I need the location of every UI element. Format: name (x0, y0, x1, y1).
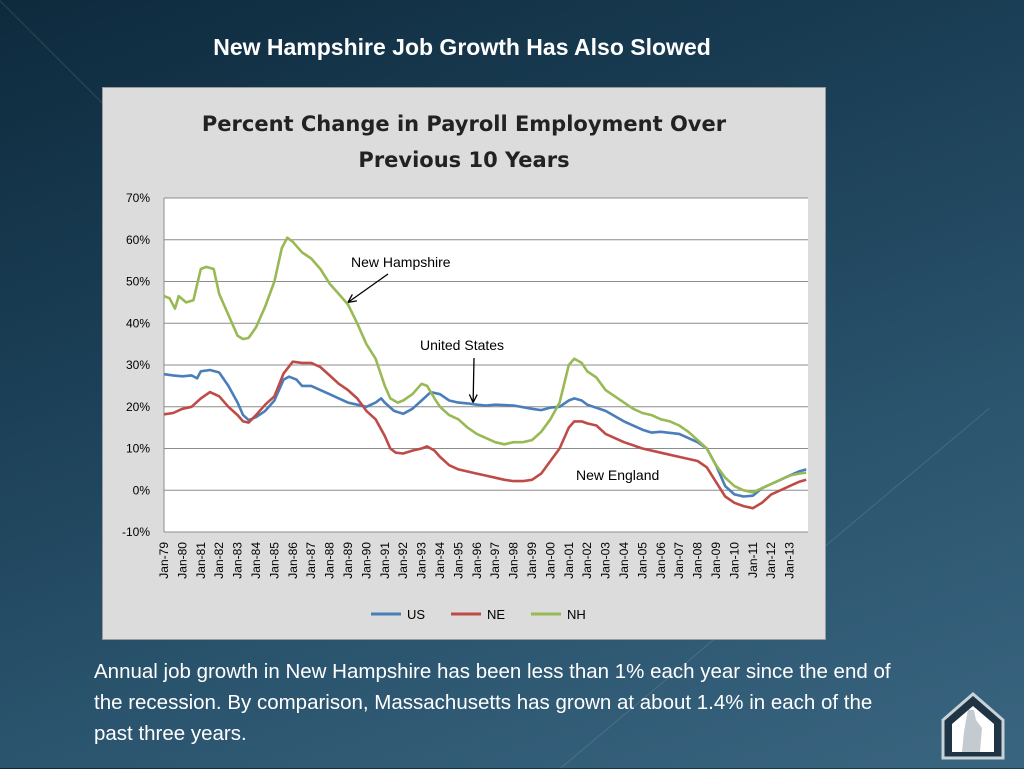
x-tick-label: Jan-95 (451, 542, 465, 579)
annotation-united-states: United States (420, 337, 504, 353)
annotation-new-england: New England (576, 467, 659, 483)
x-tick-label: Jan-01 (562, 542, 576, 579)
slide-caption: Annual job growth in New Hampshire has b… (94, 660, 891, 745)
new-hampshire-house-logo-icon (941, 692, 1005, 760)
slide-title: New Hampshire Job Growth Has Also Slowed (213, 34, 711, 60)
x-tick-label: Jan-86 (286, 542, 300, 579)
annotation-arrow-new-hampshire-head (347, 300, 357, 304)
x-tick-label: Jan-07 (672, 542, 686, 579)
x-tick-label: Jan-10 (727, 542, 741, 579)
x-tick-label: Jan-06 (654, 542, 668, 579)
x-tick-label: Jan-85 (267, 542, 281, 579)
chart-title: Percent Change in Payroll Employment Ove… (103, 106, 825, 178)
legend-label-us: US (407, 607, 425, 622)
series-line-nh (163, 236, 807, 494)
x-tick-label: Jan-99 (525, 542, 539, 579)
x-tick-label: Jan-04 (617, 542, 631, 579)
x-tick-label: Jan-03 (599, 542, 613, 579)
y-tick-label: 20% (126, 400, 150, 414)
x-tick-label: Jan-12 (764, 542, 778, 579)
x-tick-label: Jan-97 (488, 542, 502, 579)
x-tick-label: Jan-00 (543, 542, 557, 579)
x-tick-label: Jan-05 (635, 542, 649, 579)
y-tick-label: 70% (126, 191, 150, 205)
y-tick-label: 50% (126, 275, 150, 289)
x-tick-label: Jan-98 (507, 542, 521, 579)
x-tick-label: Jan-84 (249, 542, 263, 579)
x-tick-label: Jan-79 (157, 542, 171, 579)
x-tick-label: Jan-96 (470, 542, 484, 579)
line-chart: -10% 0% 10% 20% 30% 40% 50% 60% 70% Jan-79 Jan-80 J… (122, 191, 808, 622)
y-tick-label: 40% (126, 316, 150, 330)
x-tick-label: Jan-90 (359, 542, 373, 579)
x-tick-label: Jan-80 (175, 542, 189, 579)
x-tick-label: Jan-81 (194, 542, 208, 579)
x-tick-label: Jan-02 (580, 542, 594, 579)
x-tick-label: Jan-82 (212, 542, 226, 579)
x-tick-label: Jan-83 (231, 542, 245, 579)
annotation-arrow-new-hampshire (347, 273, 389, 303)
annotation-arrow-united-states (472, 357, 475, 403)
chart-panel: Percent Change in Payroll Employment Ove… (102, 87, 826, 640)
legend-label-nh: NH (567, 607, 586, 622)
y-tick-label: 0% (133, 483, 151, 497)
annotation-arrow-new-hampshire-head (347, 294, 353, 303)
x-tick-label: Jan-92 (396, 542, 410, 579)
y-tick-label: 30% (126, 358, 150, 372)
x-tick-label: Jan-13 (783, 542, 797, 579)
x-tick-label: Jan-93 (415, 542, 429, 579)
x-tick-label: Jan-08 (691, 542, 705, 579)
x-tick-label: Jan-87 (304, 542, 318, 579)
annotation-arrow-united-states-head (472, 394, 478, 403)
series-line-ne (163, 360, 807, 510)
legend-label-ne: NE (487, 607, 505, 622)
y-tick-label: 10% (126, 442, 150, 456)
x-tick-label: Jan-09 (709, 542, 723, 579)
x-tick-label: Jan-88 (323, 542, 337, 579)
chart-title-line-1: Percent Change in Payroll Employment Ove… (201, 112, 727, 136)
x-tick-label: Jan-11 (746, 542, 760, 578)
y-tick-label: -10% (122, 525, 150, 539)
x-tick-label: Jan-94 (433, 542, 447, 579)
x-tick-label: Jan-91 (378, 542, 392, 579)
annotation-arrow-united-states-head (468, 394, 474, 403)
y-tick-label: 60% (126, 233, 150, 247)
chart-title-line-2: Previous 10 Years (358, 148, 570, 172)
annotation-new-hampshire: New Hampshire (351, 254, 451, 270)
x-tick-label: Jan-89 (341, 542, 355, 579)
